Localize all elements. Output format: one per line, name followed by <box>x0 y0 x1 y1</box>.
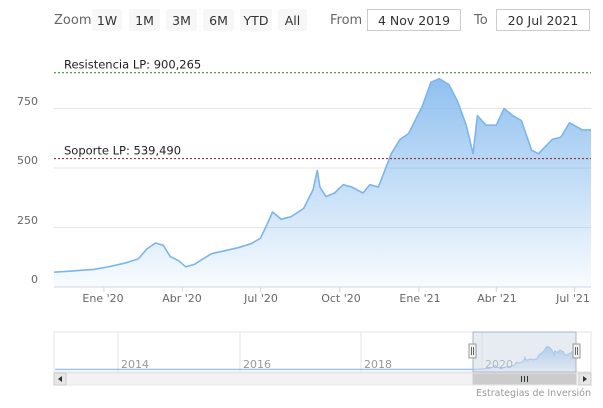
arrow-left-icon <box>58 376 62 382</box>
zoom-ytd-button[interactable]: YTD <box>240 9 272 31</box>
y-tick-label: 0 <box>31 273 38 286</box>
x-tick-label: Oct '20 <box>321 292 361 305</box>
resistance-label: Resistencia LP: 900,265 <box>64 58 201 72</box>
navigator-year-label: 2016 <box>243 358 271 371</box>
navigator-right-handle[interactable] <box>572 343 581 359</box>
from-label: From <box>330 13 363 28</box>
scrollbar[interactable] <box>53 372 592 386</box>
navigator: 2014 2016 2018 2020 <box>53 331 592 373</box>
to-date-input[interactable] <box>496 9 590 31</box>
x-axis-ticks <box>103 287 576 292</box>
zoom-label: Zoom <box>54 13 92 28</box>
series-line <box>53 78 591 273</box>
zoom-1m-button[interactable]: 1M <box>129 9 160 31</box>
x-tick-label: Ene '20 <box>82 292 123 305</box>
arrow-right-icon <box>583 376 587 382</box>
to-label: To <box>474 13 488 28</box>
zoom-3m-button[interactable]: 3M <box>166 9 197 31</box>
x-tick-label: Ene '21 <box>399 292 440 305</box>
zoom-all-button[interactable]: All <box>278 9 307 31</box>
x-tick-label: Abr '20 <box>162 292 202 305</box>
y-tick-label: 500 <box>17 154 38 167</box>
credits-text[interactable]: Estrategias de Inversión <box>476 388 591 399</box>
navigator-year-label: 2014 <box>121 358 149 371</box>
y-tick-label: 750 <box>17 95 38 108</box>
zoom-6m-button[interactable]: 6M <box>203 9 234 31</box>
x-tick-label: Abr '21 <box>477 292 517 305</box>
x-tick-label: Jul '20 <box>243 292 278 305</box>
series-area <box>54 78 591 287</box>
zoom-1w-button[interactable]: 1W <box>92 9 122 31</box>
y-tick-label: 250 <box>17 214 38 227</box>
x-tick-label: Jul '21 <box>555 292 590 305</box>
navigator-year-label: 2018 <box>364 358 392 371</box>
from-date-input[interactable] <box>367 9 461 31</box>
support-label: Soporte LP: 539,490 <box>64 144 181 158</box>
navigator-selection-mask[interactable] <box>472 331 577 373</box>
navigator-left-handle[interactable] <box>468 343 477 359</box>
